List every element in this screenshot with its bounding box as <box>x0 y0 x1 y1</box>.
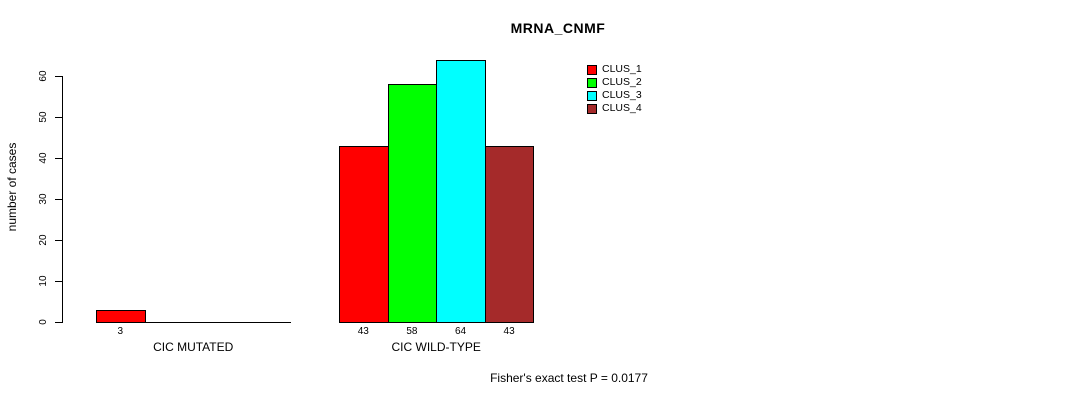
y-tick <box>55 240 62 241</box>
x-category-label: CIC MUTATED <box>153 340 234 354</box>
legend-swatch <box>587 90 597 101</box>
bar <box>484 145 535 323</box>
y-tick <box>55 158 62 159</box>
bar-value-label: 43 <box>503 326 515 337</box>
y-axis-line <box>62 76 63 323</box>
y-tick-label: 20 <box>38 234 49 246</box>
y-tick <box>55 76 62 77</box>
legend-label: CLUS_1 <box>602 63 642 75</box>
legend-swatch <box>587 103 597 114</box>
chart-title: MRNA_CNMF <box>510 20 606 36</box>
zero-bar <box>144 322 195 323</box>
x-category-label: CIC WILD-TYPE <box>391 340 481 354</box>
y-tick-label: 40 <box>38 152 49 164</box>
legend-item: CLUS_3 <box>587 89 642 102</box>
bar-value-label: 3 <box>117 326 124 337</box>
y-tick-label: 10 <box>38 275 49 287</box>
y-tick <box>55 117 62 118</box>
y-tick-label: 30 <box>38 193 49 205</box>
legend-item: CLUS_2 <box>587 76 642 89</box>
legend-swatch <box>587 64 597 75</box>
legend-label: CLUS_2 <box>602 76 642 88</box>
legend-label: CLUS_3 <box>602 89 642 101</box>
bar <box>339 145 389 323</box>
y-tick <box>55 281 62 282</box>
y-tick <box>55 322 62 323</box>
legend-item: CLUS_4 <box>587 102 642 115</box>
legend-item: CLUS_1 <box>587 63 642 76</box>
y-tick-label: 0 <box>38 319 49 325</box>
legend-swatch <box>587 77 597 88</box>
y-tick-label: 50 <box>38 111 49 123</box>
y-tick <box>55 199 62 200</box>
bar <box>96 309 146 323</box>
legend: CLUS_1 CLUS_2 CLUS_3 CLUS_4 <box>587 63 642 115</box>
bar-value-label: 64 <box>454 326 467 337</box>
bar <box>436 59 486 323</box>
y-axis-label: number of cases <box>5 142 19 232</box>
annotation-text: Fisher's exact test P = 0.0177 <box>490 371 648 385</box>
zero-bar <box>193 322 243 323</box>
zero-bar <box>241 322 292 323</box>
legend-label: CLUS_4 <box>602 102 642 114</box>
bar <box>387 84 438 323</box>
y-tick-label: 60 <box>38 70 49 82</box>
bar-value-label: 58 <box>406 326 418 337</box>
bar-value-label: 43 <box>357 326 369 337</box>
